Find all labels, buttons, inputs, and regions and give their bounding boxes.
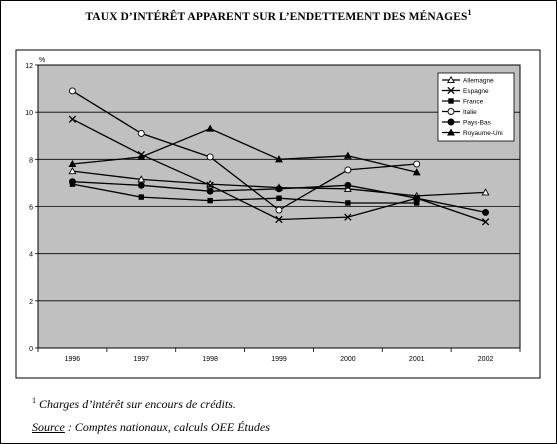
legend-label-espagne: Espagne	[463, 88, 489, 95]
y-tick-label: 8	[29, 157, 33, 164]
footnote: 1 Charges d’intérêt sur encours de crédi…	[32, 396, 236, 412]
data-point-allemagne	[481, 188, 490, 196]
y-axis-unit-label: %	[39, 57, 45, 64]
data-point-italie	[275, 206, 283, 214]
data-point-royaume-uni	[137, 152, 146, 160]
legend-marker-italie	[447, 108, 455, 115]
x-tick-label: 1996	[65, 356, 81, 363]
data-point-espagne	[206, 181, 214, 189]
x-tick-label: 1999	[271, 356, 287, 363]
data-point-france	[345, 200, 351, 206]
data-point-royaume-uni	[275, 155, 283, 163]
data-point-royaume-uni	[68, 159, 77, 168]
data-point-royaume-uni	[343, 151, 352, 159]
chart-title-text: TAUX D’INTÉRÊT APPARENT SUR L’ENDETTEMEN…	[85, 10, 468, 23]
data-point-allemagne	[68, 166, 77, 175]
y-tick-label: 10	[25, 110, 33, 117]
footnote-number: 1	[32, 396, 36, 405]
legend-label-allemagne: Allemagne	[463, 78, 494, 85]
legend-marker-allemagne	[447, 75, 455, 84]
data-point-italie	[413, 160, 421, 168]
y-tick-label: 2	[29, 299, 33, 306]
legend-marker-royaume-uni	[447, 128, 455, 136]
data-point-pays-bas	[68, 178, 76, 186]
series-line-france	[72, 183, 417, 204]
legend-marker-france	[448, 98, 454, 104]
data-point-espagne	[68, 115, 77, 123]
data-point-espagne	[481, 218, 490, 226]
data-point-france	[276, 195, 282, 201]
series-line-royaume-uni	[72, 127, 417, 173]
x-tick-label: 1998	[202, 356, 218, 363]
data-point-italie	[344, 166, 352, 174]
data-point-espagne	[275, 215, 283, 224]
legend-label-pays-bas: Pays-Bas	[463, 120, 492, 127]
data-point-italie	[68, 87, 76, 95]
y-tick-label: 4	[29, 252, 33, 259]
x-tick-label: 2002	[478, 356, 494, 363]
source-line: Source : Comptes nationaux, calculs OEE …	[32, 420, 270, 435]
legend-label-france: France	[463, 99, 484, 106]
x-tick-label: 2000	[340, 356, 356, 363]
legend-marker-espagne	[447, 86, 455, 95]
data-point-pays-bas	[275, 185, 283, 193]
chart-title: TAUX D’INTÉRÊT APPARENT SUR L’ENDETTEMEN…	[0, 8, 557, 23]
data-point-pays-bas	[482, 208, 490, 216]
data-point-france	[138, 194, 144, 200]
data-point-pays-bas	[344, 181, 352, 189]
x-tick-label: 2001	[409, 356, 425, 363]
data-point-royaume-uni	[412, 168, 421, 176]
data-point-pays-bas	[137, 181, 145, 189]
y-tick-label: 12	[25, 63, 33, 70]
data-point-italie	[206, 153, 214, 161]
y-tick-label: 0	[29, 346, 33, 353]
data-point-france	[207, 197, 213, 204]
source-text: : Comptes nationaux, calculs OEE Études	[64, 420, 270, 434]
data-point-royaume-uni	[206, 124, 215, 132]
y-tick-label: 6	[29, 205, 33, 212]
data-point-pays-bas	[206, 187, 214, 195]
legend-label-royaume-uni: Royaume-Uni	[463, 130, 503, 137]
footnote-text: Charges d’intérêt sur encours de crédits…	[39, 397, 236, 411]
data-point-pays-bas	[413, 194, 421, 202]
data-point-italie	[137, 129, 145, 137]
legend-marker-pays-bas	[447, 118, 455, 126]
data-point-france	[414, 200, 420, 206]
chart-title-footnote-mark: 1	[467, 8, 472, 17]
series-line-italie	[72, 90, 417, 211]
source-label: Source	[32, 420, 65, 434]
data-point-espagne	[344, 213, 352, 221]
x-tick-label: 1997	[133, 356, 149, 363]
legend-label-italie: Italie	[463, 109, 477, 116]
